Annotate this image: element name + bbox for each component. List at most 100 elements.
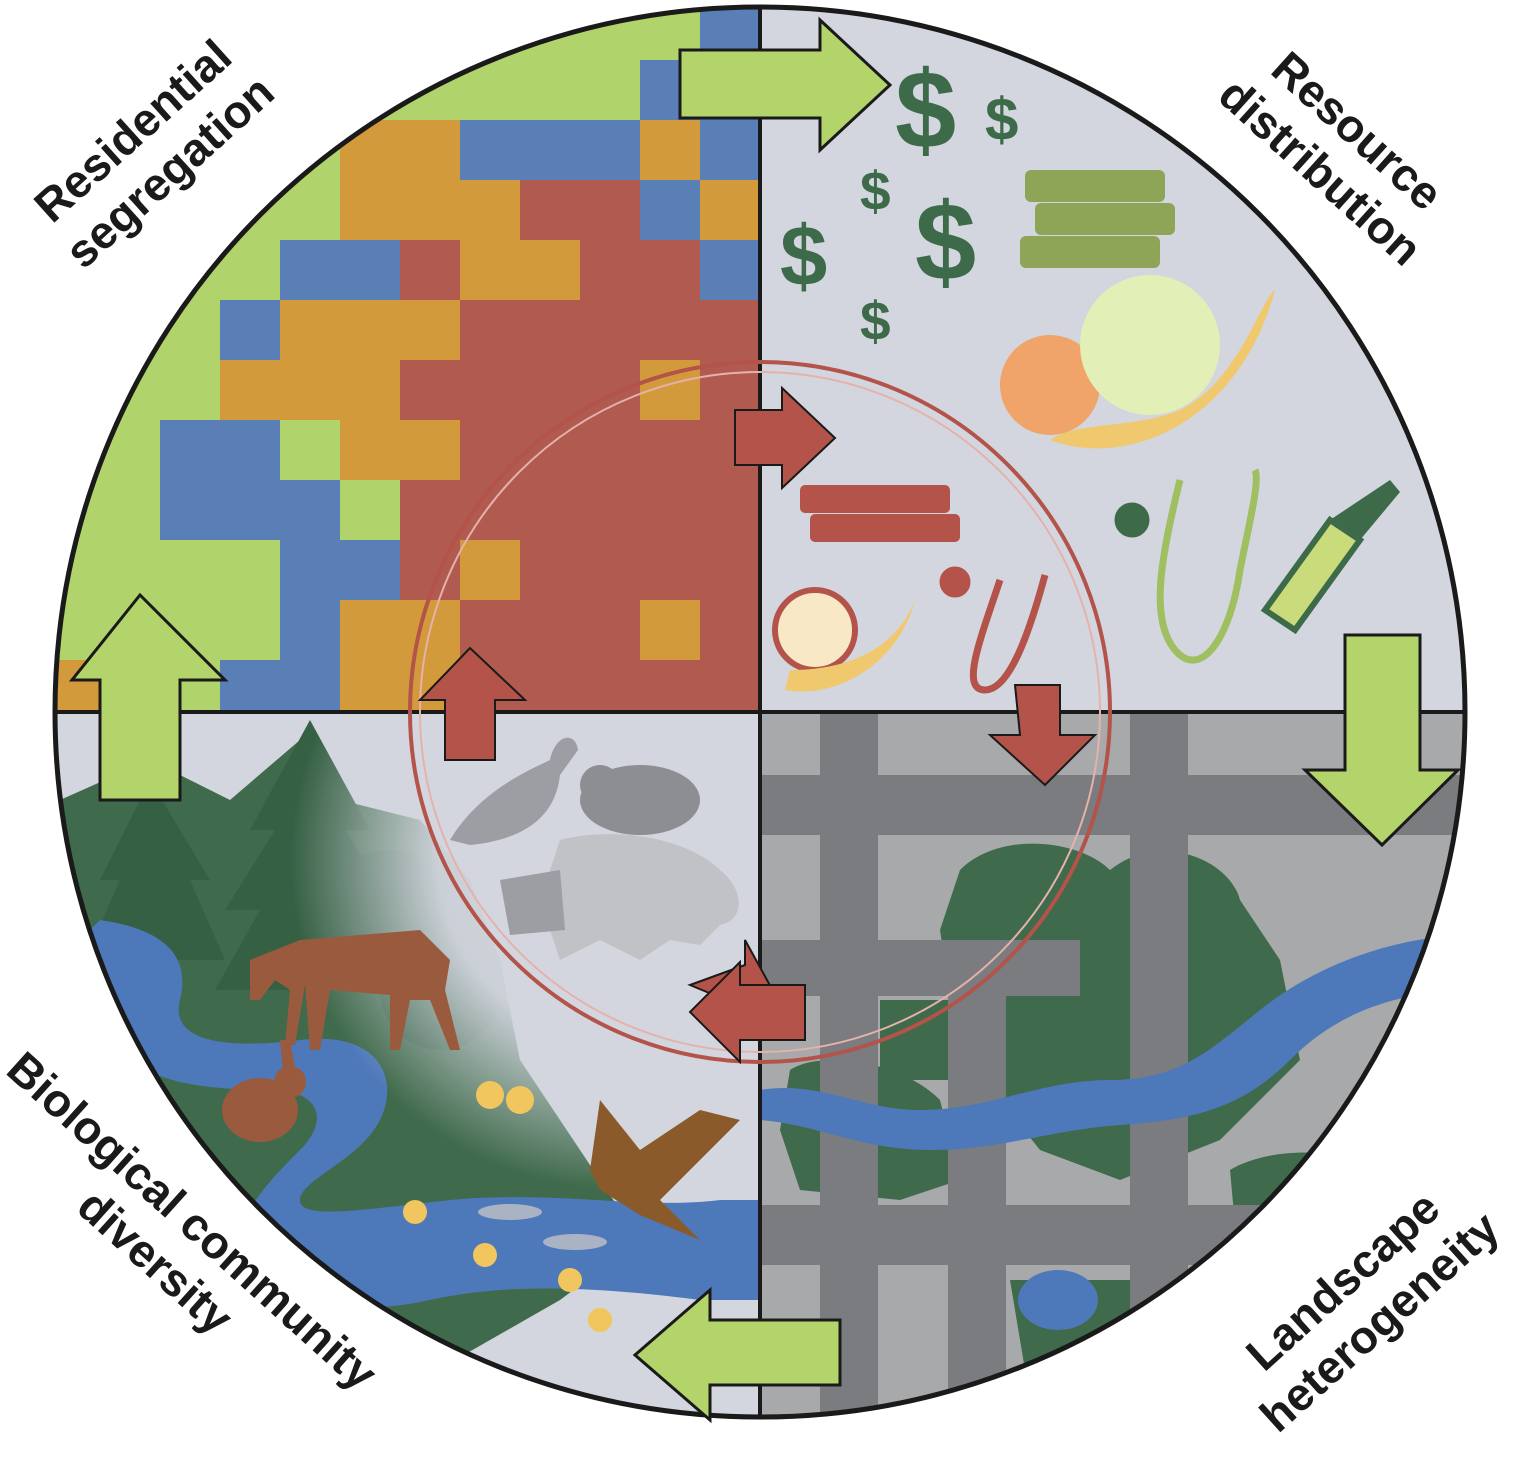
segregation-cell: [640, 540, 701, 601]
rat-icon: [580, 765, 700, 835]
fish-icon: [478, 1204, 607, 1250]
segregation-cell: [640, 600, 701, 661]
svg-text:$: $: [985, 86, 1018, 153]
segregation-cell: [700, 120, 760, 181]
segregation-cell: [580, 480, 641, 541]
segregation-cell: [400, 360, 461, 421]
segregation-cell: [700, 480, 760, 541]
segregation-cell: [0, 120, 41, 181]
segregation-cell: [580, 600, 641, 661]
segregation-cell: [100, 420, 161, 481]
segregation-cell: [0, 300, 41, 361]
segregation-cell: [0, 660, 41, 721]
green-arrow-left: [68, 592, 229, 802]
segregation-cell: [280, 540, 341, 601]
segregation-cell: [460, 240, 521, 301]
red-arrow-right: [987, 684, 1098, 787]
segregation-cell: [340, 600, 401, 661]
pigeon-icon: [450, 737, 578, 845]
svg-text:$: $: [780, 209, 827, 304]
fruit-bowl-icon: [772, 275, 1275, 692]
segregation-cell: [640, 240, 701, 301]
segregation-cell: [55, 60, 101, 121]
segregation-cell: [100, 7, 161, 61]
segregation-cell: [640, 480, 701, 541]
segregation-cell: [280, 240, 341, 301]
segregation-cell: [340, 420, 401, 481]
segregation-cell: [220, 180, 281, 241]
segregation-cell: [220, 600, 281, 661]
segregation-cell: [220, 420, 281, 481]
books-icon: [800, 170, 1175, 542]
syringe-icon: [1260, 480, 1400, 635]
segregation-cell: [700, 240, 760, 301]
green-arrow-right: [1301, 633, 1462, 848]
segregation-cell: [0, 420, 41, 481]
segregation-cell: [160, 360, 221, 421]
segregation-cell: [0, 0, 41, 61]
segregation-cell: [280, 480, 341, 541]
segregation-cell: [640, 180, 701, 241]
segregation-cell: [220, 7, 281, 61]
segregation-cell: [700, 660, 760, 712]
segregation-cell: [520, 600, 581, 661]
segregation-cell: [640, 660, 701, 712]
segregation-cell: [280, 660, 341, 712]
segregation-cell: [220, 540, 281, 601]
segregation-cell: [580, 120, 641, 181]
segregation-cell: [220, 300, 281, 361]
segregation-cell: [400, 120, 461, 181]
deer-icon: [250, 930, 460, 1050]
segregation-cell: [340, 540, 401, 601]
segregation-cell: [700, 300, 760, 361]
stethoscope-icon: [939, 468, 1260, 694]
segregation-cell: [400, 420, 461, 481]
segregation-cell: [340, 360, 401, 421]
segregation-cell: [280, 360, 341, 421]
svg-text:$: $: [915, 181, 976, 304]
segregation-cell: [160, 540, 221, 601]
residential-segregation-grid: [0, 0, 760, 721]
segregation-cell: [640, 300, 701, 361]
segregation-cell: [280, 180, 341, 241]
segregation-cell: [520, 660, 581, 712]
segregation-cell: [520, 120, 581, 181]
segregation-cell: [220, 480, 281, 541]
segregation-cell: [280, 300, 341, 361]
segregation-cell: [340, 240, 401, 301]
biological-community-scene: [55, 712, 760, 1417]
segregation-cell: [55, 300, 101, 361]
segregation-cell: [700, 600, 760, 661]
inner-cycle-ring: [408, 360, 1112, 1064]
segregation-cell: [220, 660, 281, 712]
segregation-cell: [340, 660, 401, 712]
segregation-cell: [0, 540, 41, 601]
segregation-cell: [340, 7, 401, 61]
segregation-cell: [700, 540, 760, 601]
segregation-cell: [160, 420, 221, 481]
segregation-cell: [400, 300, 461, 361]
segregation-cell: [0, 480, 41, 541]
segregation-cell: [460, 540, 521, 601]
green-arrow-top: [678, 16, 893, 154]
segregation-cell: [460, 360, 521, 421]
segregation-cell: [55, 420, 101, 481]
segregation-cell: [640, 120, 701, 181]
segregation-cell: [520, 300, 581, 361]
segregation-cell: [340, 180, 401, 241]
svg-text:$: $: [860, 160, 891, 222]
segregation-cell: [0, 60, 41, 121]
segregation-cell: [0, 600, 41, 661]
segregation-cell: [400, 7, 461, 61]
segregation-cell: [580, 420, 641, 481]
svg-text:$: $: [895, 49, 956, 172]
segregation-cell: [0, 240, 41, 301]
red-arrow-bottom: [687, 939, 806, 1065]
red-arrow-left: [417, 646, 528, 761]
segregation-cell: [400, 180, 461, 241]
segregation-cell: [280, 600, 341, 661]
rabbit-icon: [222, 1040, 306, 1142]
segregation-cell: [580, 180, 641, 241]
segregation-cell: [580, 240, 641, 301]
